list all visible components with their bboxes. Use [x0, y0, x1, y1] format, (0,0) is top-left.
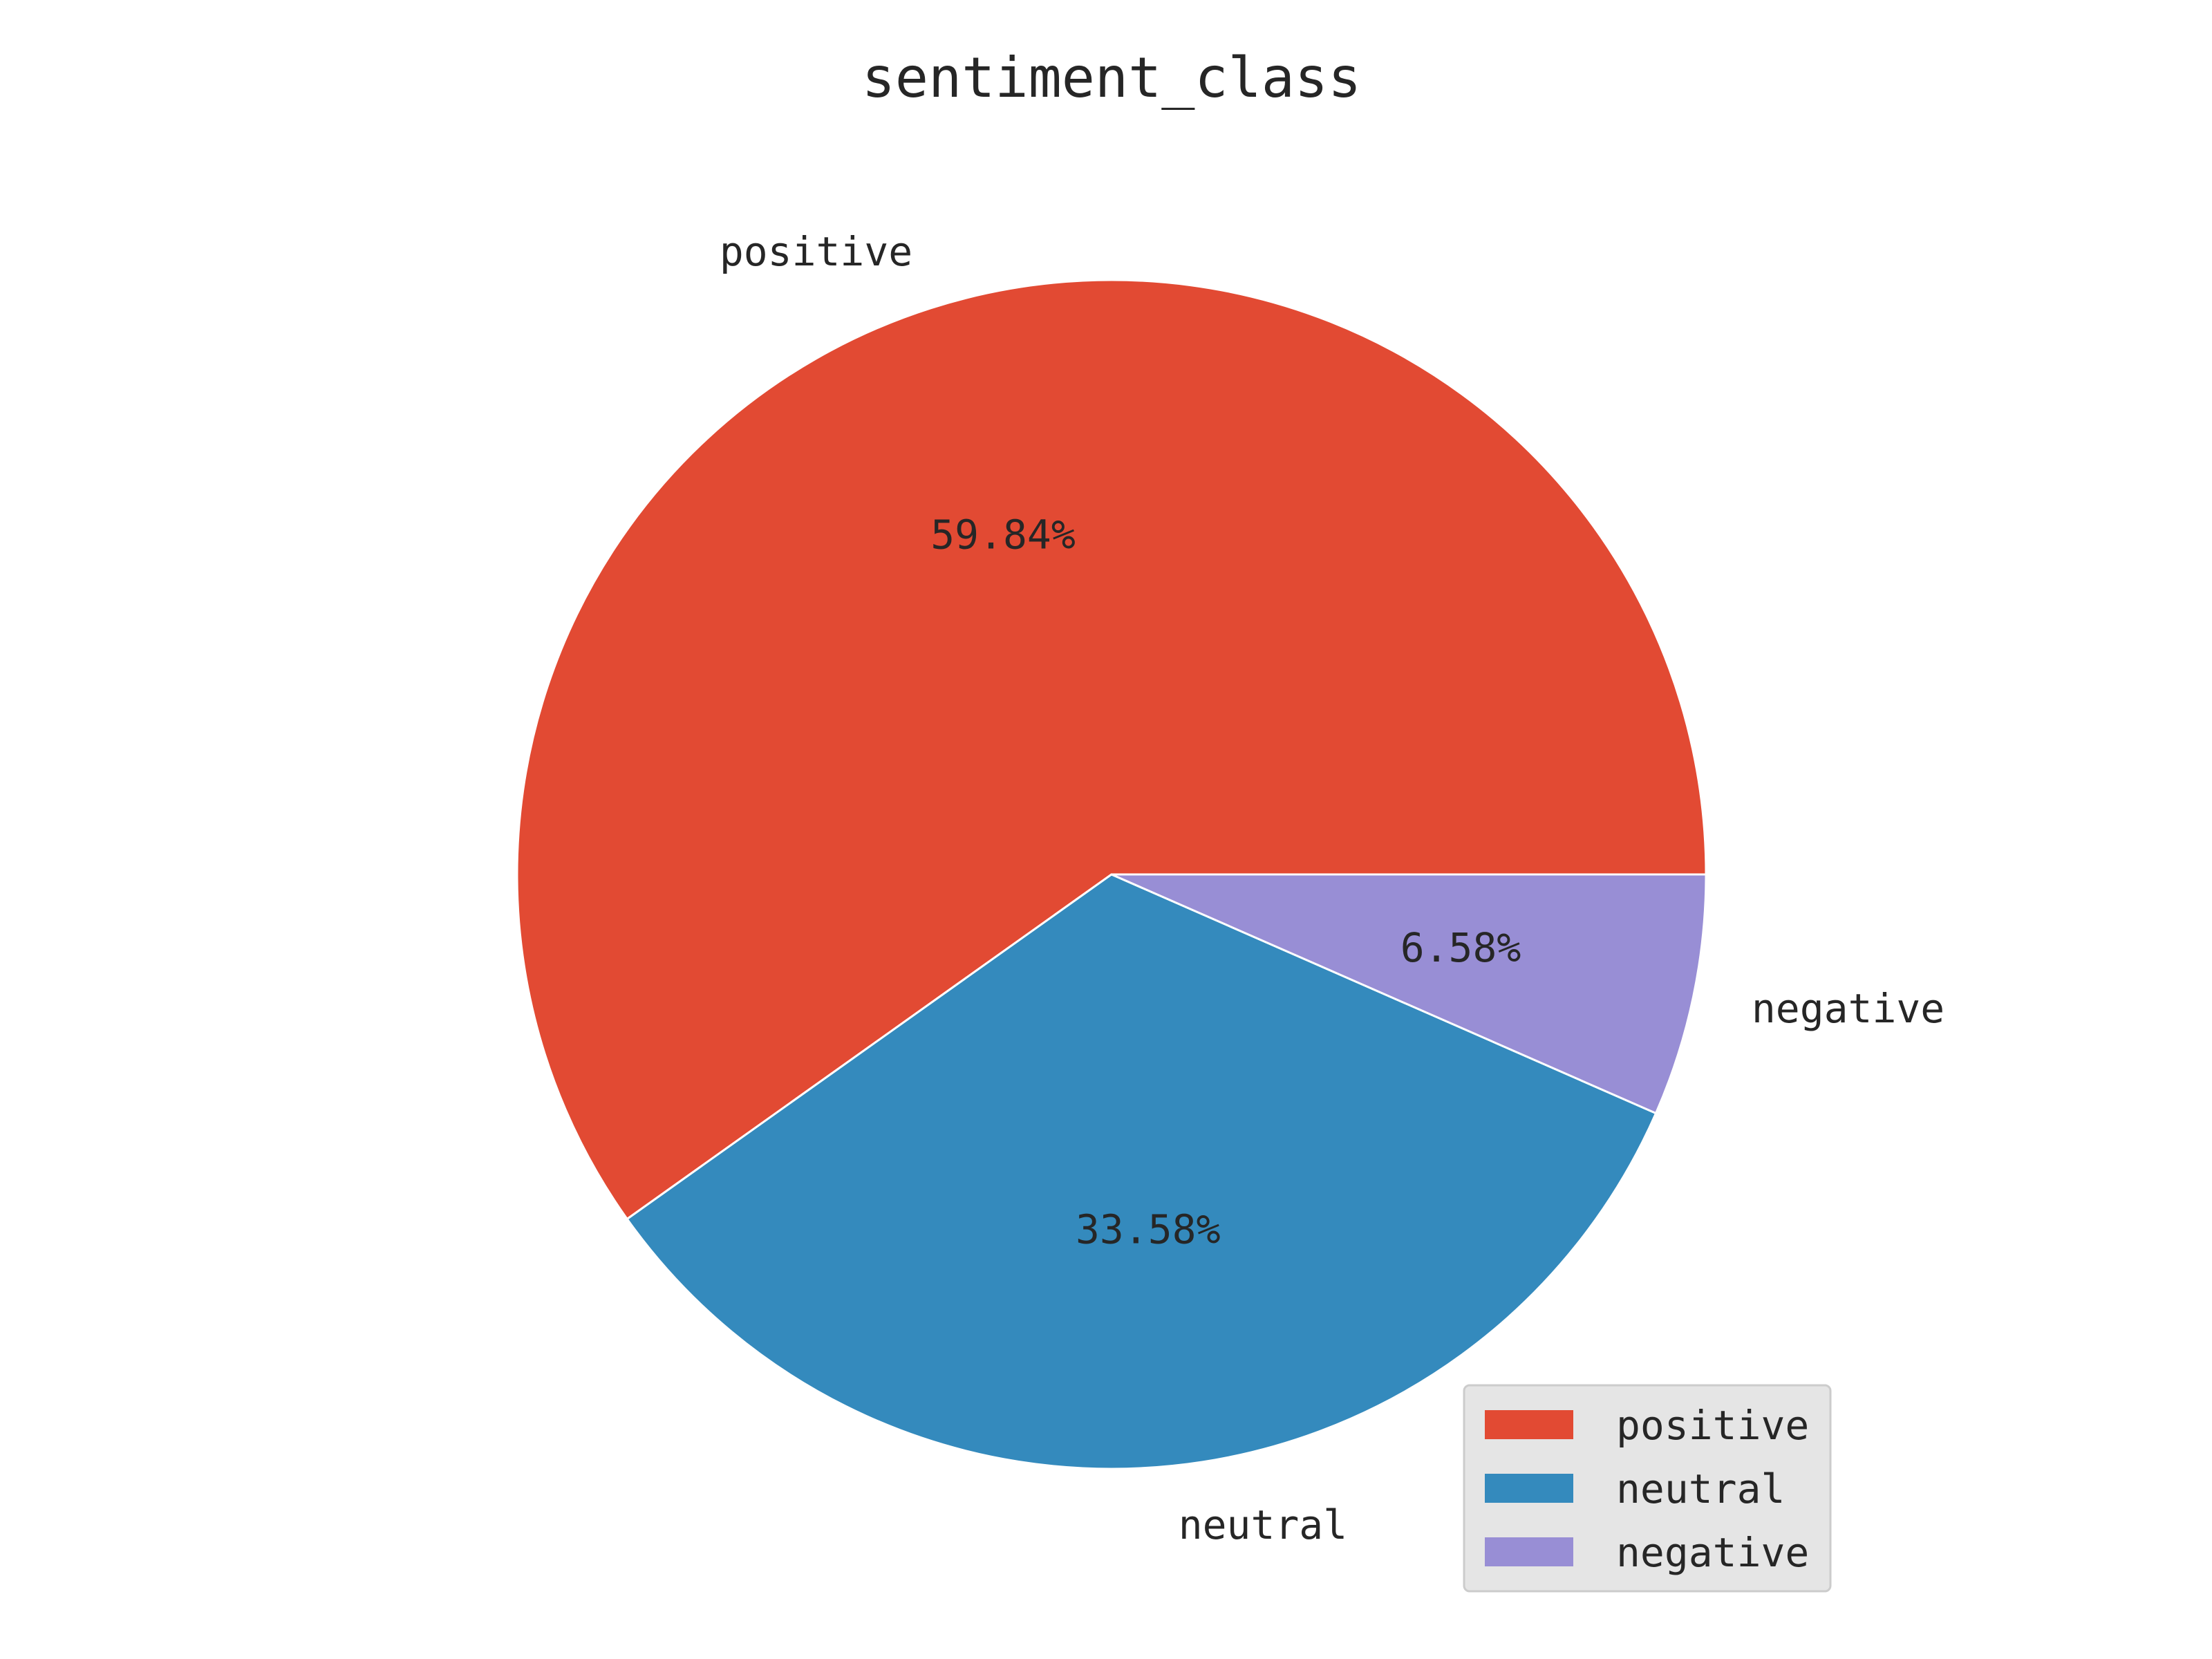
- legend-label-negative: negative: [1616, 1529, 1809, 1576]
- slice-percent-negative: 6.58%: [1400, 924, 1521, 971]
- chart-title: sentiment_class: [862, 46, 1361, 110]
- slice-percent-labels: 59.84% 33.58% 6.58%: [930, 511, 1521, 1253]
- pie-slice-positive: [516, 279, 1707, 1220]
- slice-label-negative: negative: [1752, 985, 1944, 1032]
- pie-slice-neutral: [626, 873, 1658, 1470]
- legend-swatch-positive: [1485, 1410, 1573, 1439]
- legend-label-neutral: neutral: [1616, 1465, 1785, 1512]
- legend-label-positive: positive: [1616, 1402, 1809, 1449]
- pie-slices: [516, 279, 1707, 1470]
- pie-slice-negative: [1110, 873, 1707, 1115]
- slice-label-positive: positive: [720, 228, 912, 275]
- slice-label-neutral: neutral: [1179, 1501, 1347, 1548]
- slice-labels: positive neutral negative: [720, 228, 1944, 1548]
- legend-swatch-negative: [1485, 1537, 1573, 1566]
- slice-percent-neutral: 33.58%: [1076, 1206, 1221, 1253]
- slice-percent-positive: 59.84%: [930, 511, 1076, 558]
- legend-swatch-neutral: [1485, 1474, 1573, 1503]
- legend: positive neutral negative: [1463, 1384, 1832, 1593]
